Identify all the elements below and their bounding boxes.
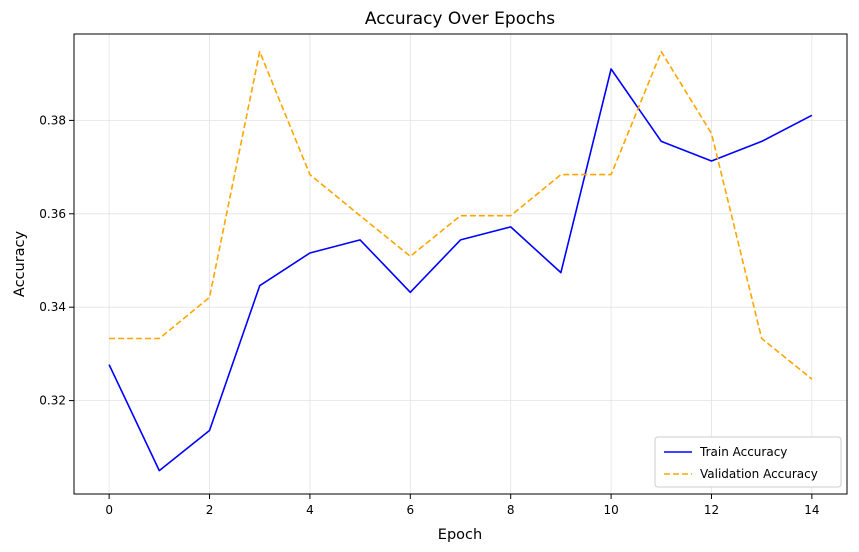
x-tick-label: 12 [704, 503, 719, 517]
validation-accuracy-line [109, 50, 813, 380]
legend: Train Accuracy Validation Accuracy [654, 436, 842, 488]
chart-title: Accuracy Over Epochs [365, 9, 555, 29]
x-tick-label: 0 [105, 503, 113, 517]
y-tick-label: 0.32 [39, 394, 66, 408]
x-tick-label: 6 [406, 503, 414, 517]
y-tick-label: 0.38 [39, 113, 66, 127]
grid-lines [74, 34, 847, 494]
plot-frame [73, 33, 848, 495]
legend-label-train: Train Accuracy [699, 445, 787, 459]
x-tick-label: 10 [603, 503, 618, 517]
y-tick-label: 0.36 [39, 207, 66, 221]
train-accuracy-line [108, 68, 813, 472]
x-axis-ticks: 0 2 4 6 8 10 12 14 [105, 494, 820, 517]
legend-label-validation: Validation Accuracy [700, 467, 818, 481]
legend-box [654, 436, 842, 488]
y-axis-ticks: 0.32 0.34 0.36 0.38 [39, 113, 74, 408]
x-tick-label: 8 [507, 503, 515, 517]
y-axis-label: Accuracy [12, 230, 28, 297]
y-tick-label: 0.34 [39, 300, 66, 314]
series-lines [108, 50, 813, 472]
x-axis-label: Epoch [438, 527, 482, 543]
x-tick-label: 2 [206, 503, 214, 517]
x-tick-label: 14 [804, 503, 819, 517]
x-tick-label: 4 [306, 503, 314, 517]
